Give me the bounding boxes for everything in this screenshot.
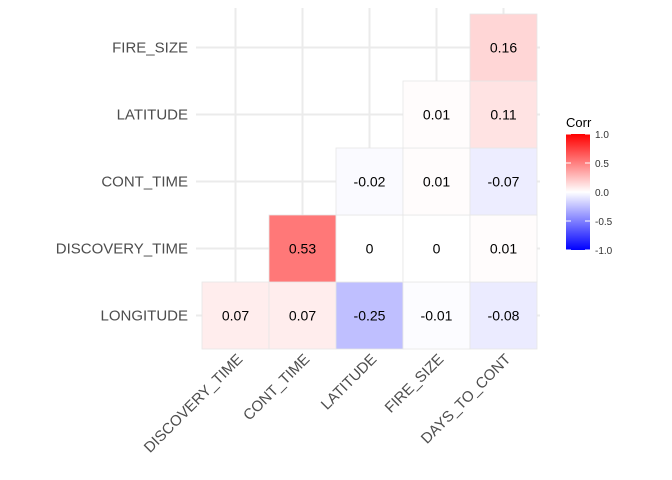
cell-value-label: 0 <box>433 241 441 257</box>
heatmap-cell <box>335 147 404 216</box>
cell-value-label: -0.02 <box>354 174 386 190</box>
legend-tick-label: 0.0 <box>595 188 609 199</box>
cell-value-label: -0.01 <box>421 308 453 324</box>
heatmap-cell <box>402 147 471 216</box>
cell-value-label: -0.07 <box>488 174 520 190</box>
y-tick-label: LONGITUDE <box>100 308 188 325</box>
cell-value-label: 0 <box>366 241 374 257</box>
heatmap-tiles <box>201 13 538 350</box>
cell-value-label: 0.07 <box>222 308 249 324</box>
y-tick-label: FIRE_SIZE <box>112 40 188 57</box>
heatmap-cell <box>268 214 337 283</box>
y-tick-label: CONT_TIME <box>101 174 188 191</box>
cell-value-label: 0.01 <box>423 107 450 123</box>
cell-value-label: 0.53 <box>289 241 316 257</box>
x-tick-label: LATITUDE <box>318 351 381 414</box>
heatmap-cell <box>402 80 471 149</box>
cell-value-label: -0.25 <box>354 308 386 324</box>
heatmap-cell <box>469 281 538 350</box>
y-tick-label: LATITUDE <box>117 107 188 124</box>
legend-tick-label: -0.5 <box>595 217 613 228</box>
heatmap-cell <box>469 214 538 283</box>
y-tick-label: DISCOVERY_TIME <box>56 241 188 258</box>
x-tick-label: CONT_TIME <box>240 351 313 424</box>
y-axis-tick-labels: LONGITUDE DISCOVERY_TIME CONT_TIME LATITUDE… <box>56 40 188 325</box>
heatmap-cell <box>402 214 471 283</box>
legend-tick-labels: 1.0 0.5 0.0 -0.5 -1.0 <box>566 130 613 257</box>
heatmap-cell <box>469 147 538 216</box>
legend-tick-label: -1.0 <box>595 246 613 257</box>
heatmap-cell <box>335 281 404 350</box>
legend-tick-label: 1.0 <box>595 130 609 141</box>
cell-labels: 0.07 0.07 -0.25 -0.01 -0.08 0.53 0 0 0.01 -0.02 0.… <box>222 40 520 324</box>
heatmap-cell <box>268 281 337 350</box>
color-legend: Corr 1.0 0.5 0.0 -0.5 -1.0 <box>566 115 613 257</box>
cell-value-label: 0.01 <box>490 241 517 257</box>
cell-value-label: 0.01 <box>423 174 450 190</box>
x-tick-label: FIRE_SIZE <box>382 351 448 417</box>
cell-value-label: 0.11 <box>490 107 516 123</box>
cell-value-label: -0.08 <box>488 308 520 324</box>
legend-tick-label: 0.5 <box>595 159 609 170</box>
heatmap-cell <box>469 13 538 82</box>
heatmap-cell <box>402 281 471 350</box>
legend-title: Corr <box>566 115 592 130</box>
cell-value-label: 0.07 <box>289 308 316 324</box>
heatmap-cell <box>335 214 404 283</box>
cell-value-label: 0.16 <box>490 40 517 56</box>
x-tick-label: DISCOVERY_TIME <box>141 351 247 457</box>
